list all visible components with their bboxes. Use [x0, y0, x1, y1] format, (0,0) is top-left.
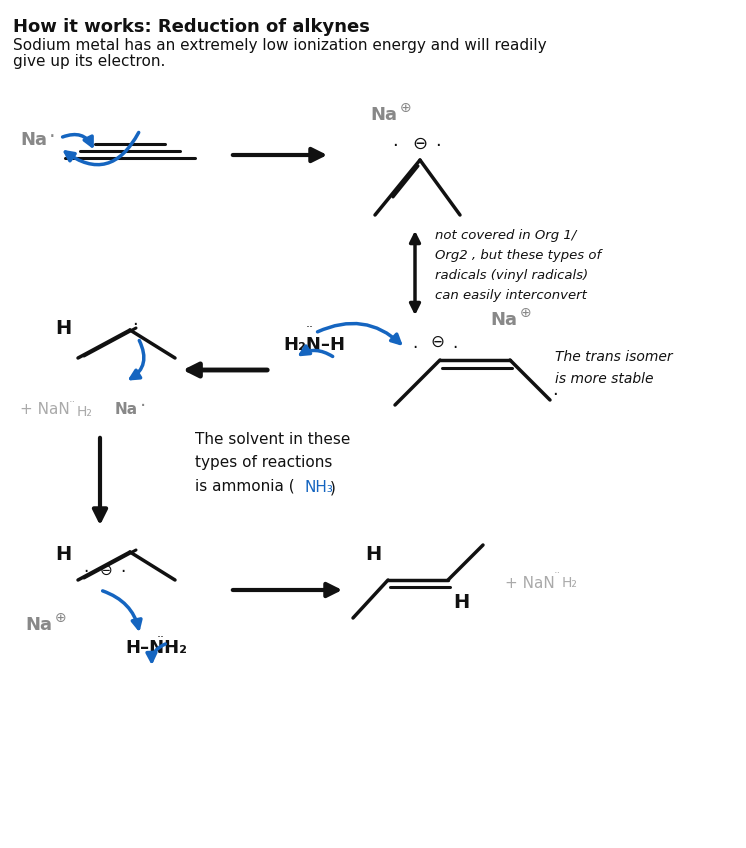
Text: Na: Na: [20, 131, 47, 149]
Text: ·: ·: [140, 398, 146, 416]
Text: ··: ··: [69, 397, 75, 407]
Text: ·: ·: [412, 339, 417, 357]
Text: not covered in Org 1/
Org2 , but these types of
radicals (vinyl radicals)
can ea: not covered in Org 1/ Org2 , but these t…: [435, 228, 601, 302]
Text: Na: Na: [370, 106, 397, 124]
Text: ⊖: ⊖: [100, 562, 113, 577]
Text: Na: Na: [115, 403, 138, 417]
Text: ⊖: ⊖: [412, 135, 427, 153]
Text: The solvent in these
types of reactions
is ammonia (: The solvent in these types of reactions …: [195, 432, 351, 494]
Text: ·: ·: [552, 386, 558, 404]
Text: Na: Na: [490, 311, 517, 329]
Text: ⊕: ⊕: [520, 306, 532, 320]
Text: + NaN: + NaN: [20, 403, 69, 417]
Text: The trans isomer
is more stable: The trans isomer is more stable: [555, 350, 673, 386]
Text: ··: ··: [157, 632, 165, 644]
Text: ): ): [330, 481, 336, 495]
Text: H: H: [55, 545, 72, 565]
Text: ·: ·: [132, 316, 138, 334]
Text: Sodium metal has an extremely low ionization energy and will readily: Sodium metal has an extremely low ioniza…: [13, 38, 547, 53]
Text: ·: ·: [435, 137, 441, 155]
Text: Na: Na: [25, 616, 52, 634]
Text: How it works: Reduction of alkynes: How it works: Reduction of alkynes: [13, 18, 370, 36]
Text: H₂: H₂: [77, 405, 93, 419]
Text: ·: ·: [120, 563, 125, 581]
Text: H: H: [55, 319, 72, 338]
Text: + NaN: + NaN: [505, 576, 555, 590]
Text: NH₃: NH₃: [305, 481, 334, 495]
Text: ·: ·: [452, 339, 457, 357]
Text: H₂: H₂: [562, 576, 578, 590]
Text: ·: ·: [392, 137, 398, 155]
Text: ·: ·: [83, 563, 88, 581]
Text: H: H: [365, 545, 381, 565]
Text: give up its electron.: give up its electron.: [13, 54, 166, 69]
Text: ⊕: ⊕: [55, 611, 66, 625]
Text: H–NH₂: H–NH₂: [125, 639, 187, 657]
Text: ⊕: ⊕: [400, 101, 412, 115]
Text: H₂N–H: H₂N–H: [283, 336, 345, 354]
Text: ··: ··: [306, 321, 314, 334]
Text: H: H: [453, 593, 469, 611]
Text: ··: ··: [554, 568, 561, 578]
Text: ·: ·: [49, 127, 56, 147]
Text: ⊖: ⊖: [430, 333, 444, 351]
